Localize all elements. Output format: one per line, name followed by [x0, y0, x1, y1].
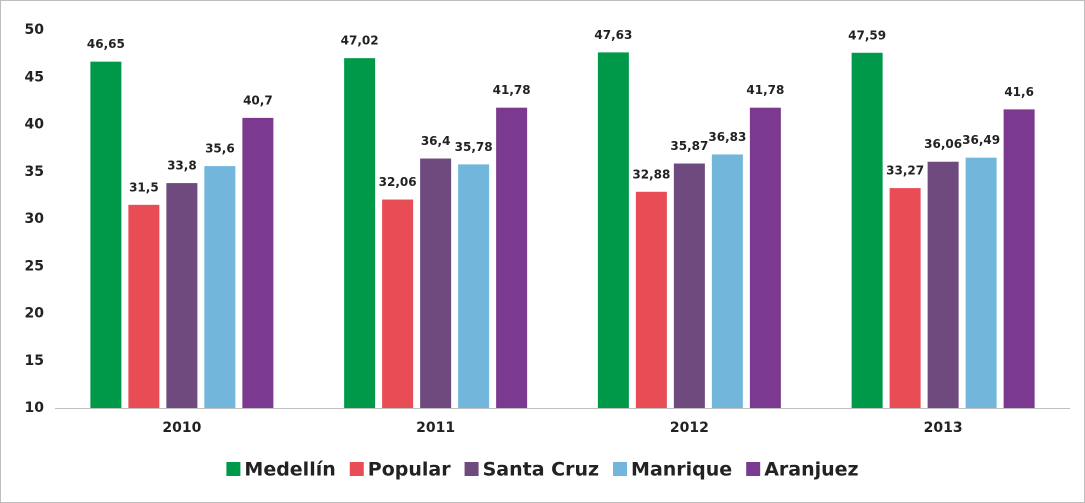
value-label: 31,5: [129, 180, 159, 194]
legend-swatch: [613, 462, 628, 476]
value-label: 35,87: [670, 139, 708, 153]
bar: [128, 204, 160, 408]
legend-label: Manrique: [631, 459, 732, 481]
x-tick-label: 2011: [416, 420, 455, 436]
value-label: 46,65: [87, 37, 125, 51]
legend-label: Popular: [368, 459, 451, 481]
bar: [711, 154, 743, 408]
y-tick-label: 40: [25, 117, 45, 133]
value-label: 47,63: [594, 28, 632, 42]
value-label: 35,6: [205, 142, 235, 156]
bar: [166, 183, 198, 408]
y-tick-label: 15: [25, 353, 44, 369]
value-label: 41,78: [493, 83, 531, 97]
legend-swatch: [746, 462, 761, 476]
bar: [851, 52, 883, 408]
value-label: 35,78: [455, 140, 493, 154]
bar: [458, 164, 490, 408]
value-label: 33,27: [886, 164, 924, 178]
y-tick-label: 30: [25, 211, 45, 227]
x-tick-label: 2013: [924, 420, 963, 436]
value-label: 32,06: [379, 175, 417, 189]
legend-swatch: [464, 462, 479, 476]
bar: [242, 117, 274, 408]
bar: [1003, 109, 1035, 408]
bar: [597, 52, 629, 409]
value-label: 40,7: [243, 93, 273, 107]
bar: [496, 107, 528, 408]
bar: [673, 163, 705, 408]
value-label: 41,78: [746, 83, 784, 97]
y-tick-label: 10: [25, 400, 45, 416]
value-label: 36,83: [708, 130, 746, 144]
legend-label: Santa Cruz: [483, 459, 599, 481]
legend-label: Aranjuez: [764, 459, 858, 481]
bar: [965, 157, 997, 408]
bar: [420, 158, 452, 408]
bar: [344, 58, 376, 408]
y-tick-label: 35: [25, 164, 44, 180]
y-tick-label: 20: [25, 306, 45, 322]
legend-swatch: [349, 462, 364, 476]
value-label: 47,02: [341, 34, 379, 48]
bar: [927, 161, 959, 408]
legend-swatch: [226, 462, 241, 476]
value-label: 36,49: [962, 133, 1000, 147]
y-tick-label: 45: [25, 69, 44, 85]
bar: [382, 199, 414, 408]
value-label: 33,8: [167, 159, 197, 173]
value-label: 32,88: [632, 167, 670, 181]
value-label: 36,4: [421, 134, 451, 148]
bar: [889, 188, 921, 408]
value-label: 36,06: [924, 137, 962, 151]
value-label: 47,59: [848, 28, 886, 42]
x-tick-label: 2012: [670, 420, 709, 436]
y-tick-label: 50: [25, 22, 45, 38]
legend-label: Medellín: [244, 459, 335, 481]
value-label: 41,6: [1004, 85, 1034, 99]
bar: [635, 191, 667, 408]
bar: [749, 107, 781, 408]
bar: [204, 166, 236, 408]
x-tick-label: 2010: [162, 420, 201, 436]
y-tick-label: 25: [25, 258, 44, 274]
bar: [90, 61, 122, 408]
